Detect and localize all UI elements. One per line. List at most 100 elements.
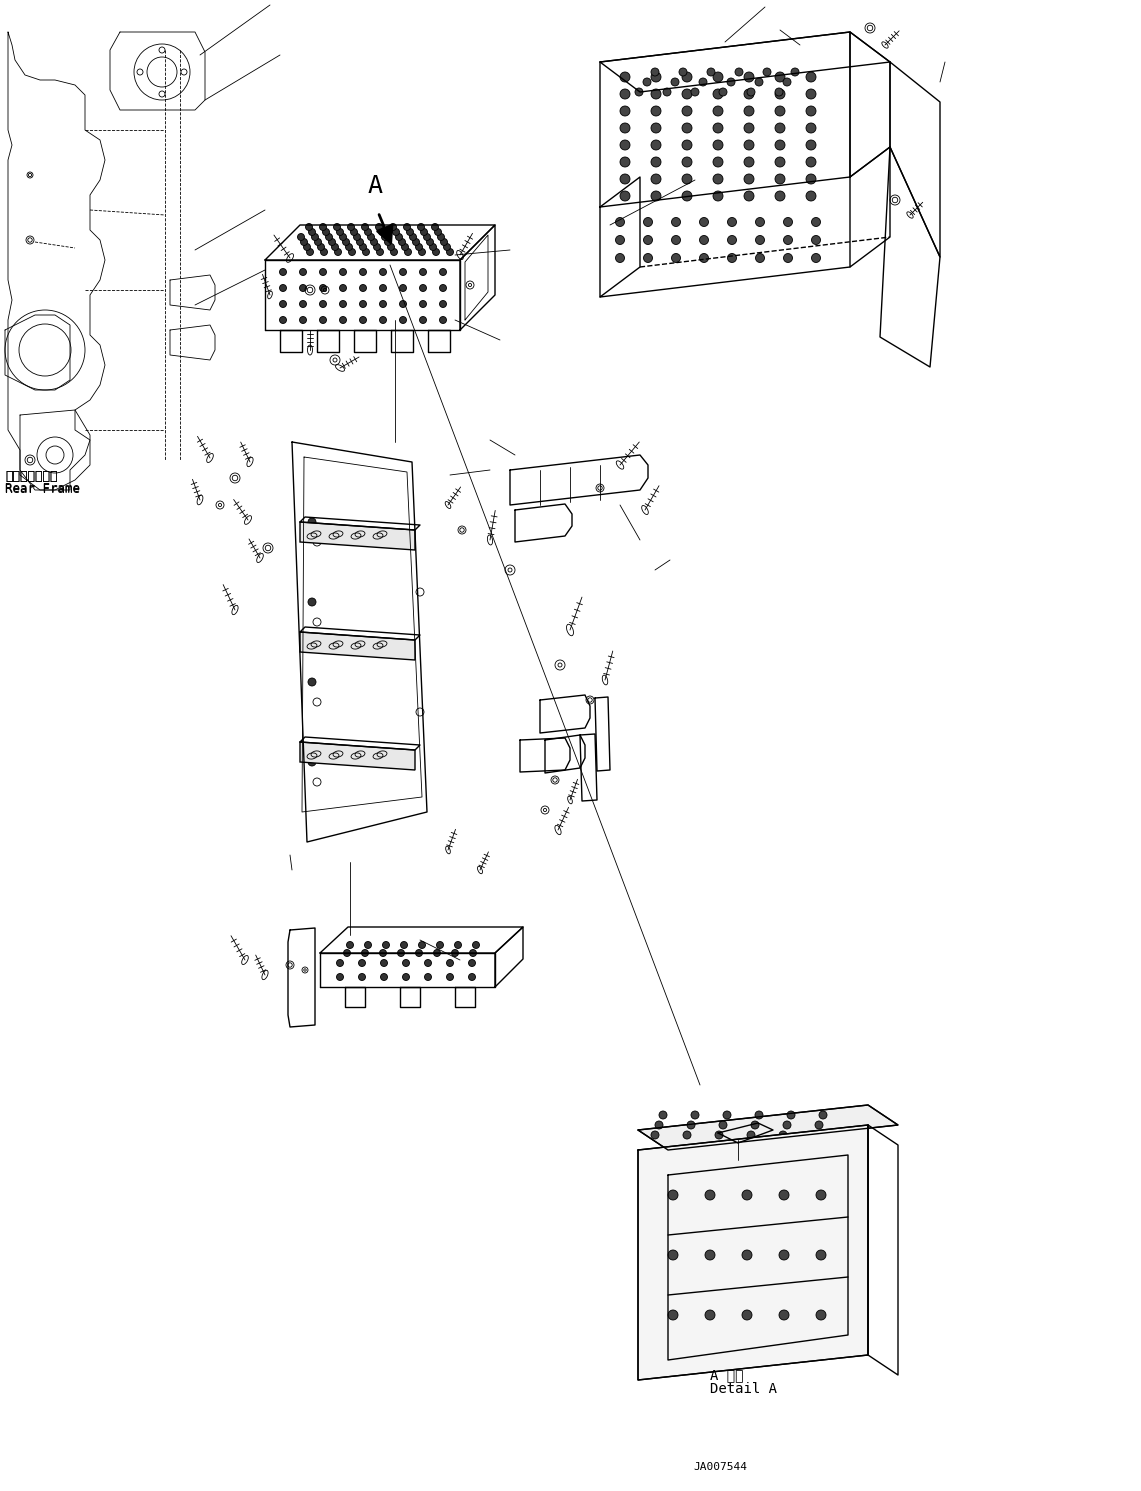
Circle shape (362, 950, 369, 957)
Circle shape (420, 285, 427, 292)
Circle shape (373, 243, 380, 250)
Circle shape (379, 228, 386, 236)
Circle shape (315, 239, 322, 246)
Circle shape (375, 224, 382, 231)
Circle shape (816, 1190, 826, 1200)
Circle shape (419, 249, 426, 255)
Circle shape (380, 950, 387, 957)
Circle shape (396, 234, 403, 240)
Circle shape (358, 960, 365, 966)
Circle shape (744, 89, 754, 98)
Circle shape (691, 1111, 699, 1120)
Circle shape (340, 301, 347, 307)
Circle shape (735, 69, 743, 76)
Circle shape (747, 1132, 755, 1139)
Circle shape (410, 234, 416, 240)
Circle shape (429, 243, 437, 250)
Circle shape (424, 960, 431, 966)
Circle shape (280, 285, 286, 292)
Circle shape (806, 106, 816, 116)
Circle shape (385, 239, 391, 246)
Circle shape (644, 236, 653, 245)
Circle shape (406, 228, 413, 236)
Circle shape (755, 218, 764, 227)
Text: リヤーフレーム: リヤーフレーム (5, 470, 57, 483)
Polygon shape (638, 1126, 868, 1381)
Circle shape (806, 191, 816, 201)
Circle shape (691, 88, 699, 95)
Circle shape (440, 239, 447, 246)
Circle shape (682, 72, 691, 82)
Circle shape (381, 234, 388, 240)
Circle shape (713, 122, 723, 133)
Circle shape (432, 249, 439, 255)
Circle shape (333, 224, 340, 231)
Circle shape (747, 88, 755, 95)
Circle shape (431, 224, 438, 231)
Circle shape (427, 239, 434, 246)
Circle shape (811, 218, 820, 227)
Circle shape (399, 301, 406, 307)
Circle shape (811, 1132, 819, 1139)
Circle shape (775, 140, 785, 151)
Circle shape (728, 218, 736, 227)
Circle shape (682, 140, 691, 151)
Circle shape (615, 218, 624, 227)
Circle shape (707, 69, 715, 76)
Circle shape (346, 243, 353, 250)
Circle shape (388, 243, 395, 250)
Circle shape (334, 249, 341, 255)
Circle shape (298, 234, 305, 240)
Circle shape (311, 234, 318, 240)
Circle shape (340, 316, 347, 324)
Circle shape (652, 157, 661, 167)
Circle shape (742, 1190, 752, 1200)
Circle shape (620, 89, 630, 98)
Circle shape (620, 72, 630, 82)
Circle shape (319, 268, 326, 276)
Circle shape (359, 285, 366, 292)
Circle shape (652, 106, 661, 116)
Circle shape (713, 89, 723, 98)
Text: JA007544: JA007544 (693, 1463, 747, 1472)
Circle shape (358, 974, 365, 981)
Circle shape (615, 236, 624, 245)
Circle shape (652, 89, 661, 98)
Circle shape (713, 174, 723, 183)
Circle shape (371, 239, 378, 246)
Circle shape (469, 960, 476, 966)
Text: A: A (367, 174, 382, 198)
Circle shape (400, 941, 407, 948)
Circle shape (280, 301, 286, 307)
Circle shape (806, 89, 816, 98)
Circle shape (403, 974, 410, 981)
Circle shape (682, 157, 691, 167)
Circle shape (319, 316, 326, 324)
Circle shape (744, 122, 754, 133)
Circle shape (699, 218, 709, 227)
Circle shape (620, 106, 630, 116)
Circle shape (380, 960, 388, 966)
Circle shape (699, 253, 709, 262)
Circle shape (652, 122, 661, 133)
Circle shape (415, 950, 422, 957)
Circle shape (434, 950, 440, 957)
Text: Detail A: Detail A (710, 1382, 777, 1396)
Circle shape (671, 78, 679, 86)
Circle shape (811, 236, 820, 245)
Circle shape (308, 678, 316, 686)
Circle shape (775, 89, 785, 98)
Circle shape (699, 236, 709, 245)
Circle shape (308, 598, 316, 605)
Circle shape (779, 1190, 788, 1200)
Circle shape (779, 1311, 788, 1320)
Circle shape (744, 106, 754, 116)
Circle shape (687, 1121, 695, 1129)
Circle shape (469, 974, 476, 981)
Circle shape (775, 106, 785, 116)
Circle shape (415, 243, 422, 250)
Circle shape (307, 249, 314, 255)
Circle shape (620, 174, 630, 183)
Circle shape (667, 1311, 678, 1320)
Circle shape (342, 239, 349, 246)
